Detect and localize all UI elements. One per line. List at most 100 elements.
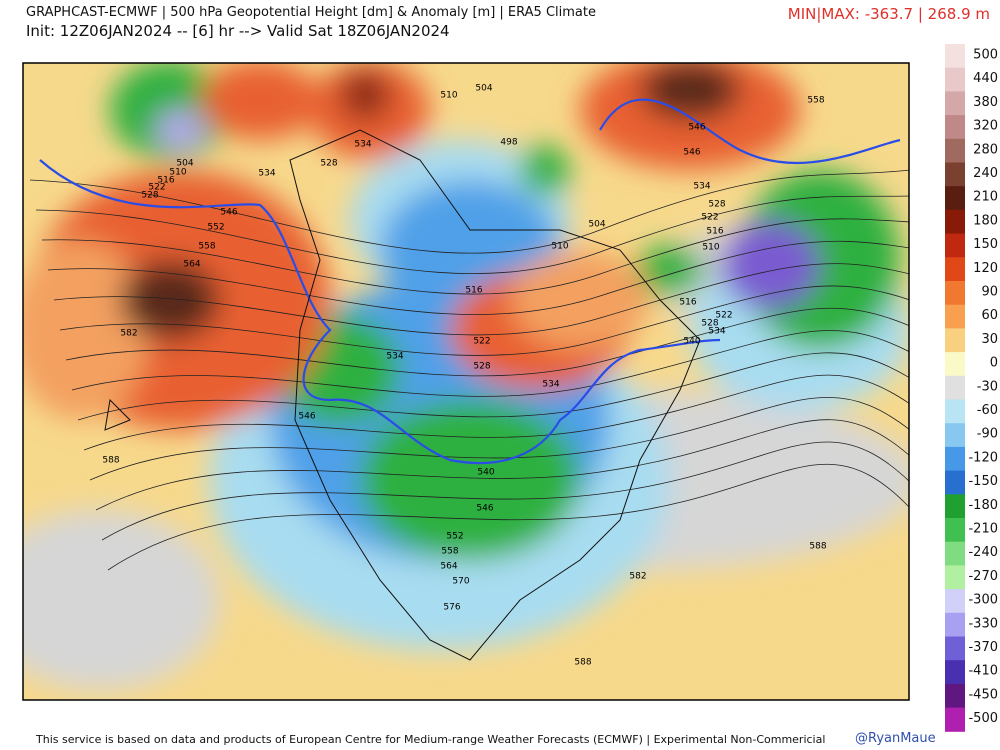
contour-label: 588 bbox=[102, 456, 119, 466]
contour-label: 564 bbox=[183, 260, 200, 270]
colorbar-label: 90 bbox=[981, 285, 998, 300]
contour bbox=[107, 463, 909, 571]
colorbar-swatch bbox=[945, 470, 965, 495]
colorbar-label: 180 bbox=[973, 213, 998, 228]
init-line: Init: 12Z06JAN2024 -- [6] hr --> Valid S… bbox=[26, 22, 450, 40]
colorbar-label: 120 bbox=[973, 261, 998, 276]
contour bbox=[41, 218, 909, 295]
contour-label: 552 bbox=[207, 223, 224, 233]
contour-label: 546 bbox=[476, 504, 493, 514]
colorbar: 500 440 380 320 280 240 210 180 150 120 90 60 30 0 -30… bbox=[945, 44, 998, 732]
title: GRAPHCAST-ECMWF | 500 hPa Geopotential H… bbox=[26, 5, 596, 20]
colorbar-swatch bbox=[945, 399, 965, 424]
colorbar-label: 280 bbox=[973, 142, 998, 157]
contour bbox=[89, 397, 909, 481]
contour-label: 510 bbox=[551, 242, 568, 252]
contour bbox=[59, 285, 909, 356]
colorbar-swatch bbox=[945, 304, 965, 329]
contour-label: 546 bbox=[683, 148, 700, 158]
contour-label: 534 bbox=[386, 352, 403, 362]
contour bbox=[53, 263, 909, 336]
contour-label: 528 bbox=[701, 319, 718, 329]
contour-label: 522 bbox=[715, 311, 732, 321]
colorbar-label: 150 bbox=[973, 237, 998, 252]
contour-label: 522 bbox=[473, 337, 490, 347]
colorbar-swatch bbox=[945, 541, 965, 566]
anomaly-blob bbox=[640, 63, 740, 120]
credit[interactable]: @RyanMaue bbox=[855, 731, 936, 746]
highlight-contour bbox=[39, 98, 901, 465]
contour-label: 510 bbox=[169, 168, 186, 178]
min-max: MIN|MAX: -363.7 | 268.9 m bbox=[787, 5, 990, 23]
colorbar-swatch bbox=[945, 115, 965, 140]
colorbar-swatch bbox=[945, 446, 965, 472]
colorbar-label: -330 bbox=[968, 616, 998, 631]
contour-label: 552 bbox=[446, 532, 463, 542]
contour-label: 588 bbox=[574, 658, 591, 668]
colorbar-label: 210 bbox=[973, 190, 998, 205]
contour-label: 546 bbox=[688, 123, 705, 133]
colorbar-label: -60 bbox=[977, 403, 998, 418]
colorbar-swatch bbox=[945, 660, 965, 685]
contour-label: 540 bbox=[683, 337, 700, 347]
coastlines bbox=[104, 129, 701, 661]
colorbar-swatch bbox=[945, 565, 965, 590]
colorbar-swatch bbox=[945, 494, 965, 519]
contour bbox=[77, 352, 909, 421]
colorbar-label: 0 bbox=[990, 356, 998, 371]
contour-label: 510 bbox=[702, 243, 719, 253]
colorbar-label: -120 bbox=[968, 450, 998, 465]
anomaly-blob bbox=[340, 70, 390, 120]
colorbar-swatch bbox=[945, 138, 965, 163]
map-frame bbox=[22, 62, 910, 701]
colorbar-swatch bbox=[945, 162, 965, 187]
contour-label: 522 bbox=[701, 213, 718, 223]
colorbar-swatch bbox=[945, 375, 965, 400]
contour-label: 534 bbox=[693, 182, 710, 192]
contour bbox=[101, 441, 909, 541]
contour-label: 504 bbox=[176, 159, 193, 169]
contour-label: 576 bbox=[443, 603, 460, 613]
contour-label: 570 bbox=[452, 577, 469, 587]
contour-label: 510 bbox=[440, 91, 457, 101]
colorbar-label: -370 bbox=[968, 640, 998, 655]
colorbar-swatch bbox=[945, 423, 965, 448]
contour-label: 582 bbox=[629, 572, 646, 582]
contour-label: 564 bbox=[440, 562, 457, 572]
contour-label: 504 bbox=[588, 220, 605, 230]
anomaly-blob bbox=[23, 510, 220, 690]
colorbar-label: 440 bbox=[973, 71, 998, 86]
colorbar-swatch bbox=[945, 352, 965, 377]
footer: This service is based on data and produc… bbox=[36, 733, 826, 746]
colorbar-swatch bbox=[945, 44, 965, 69]
contour-label: 528 bbox=[141, 191, 158, 201]
colorbar-label: -450 bbox=[968, 687, 998, 702]
contour-labels: 5105045345285345045105165225285465525585… bbox=[102, 84, 826, 668]
contour-label: 546 bbox=[298, 412, 315, 422]
contour-label: 534 bbox=[542, 380, 559, 390]
contour-label: 540 bbox=[477, 468, 494, 478]
colorbar-swatch bbox=[945, 91, 965, 116]
colorbar-swatch bbox=[945, 281, 965, 306]
contour bbox=[65, 307, 909, 377]
colorbar-swatch bbox=[945, 707, 965, 732]
contour-label: 528 bbox=[473, 362, 490, 372]
anomaly-blob bbox=[155, 110, 205, 150]
anomaly-blob bbox=[200, 63, 320, 140]
colorbar-label: -150 bbox=[968, 474, 998, 489]
contour-label: 528 bbox=[708, 200, 725, 210]
colorbar-label: -240 bbox=[968, 545, 998, 560]
contour-label: 528 bbox=[320, 159, 337, 169]
contour-label: 534 bbox=[258, 169, 275, 179]
colorbar-label: 30 bbox=[981, 332, 998, 347]
anomaly-blob bbox=[510, 250, 650, 350]
anomaly-blob bbox=[120, 260, 220, 340]
contour-label: 558 bbox=[441, 547, 458, 557]
colorbar-label: -30 bbox=[977, 379, 998, 394]
anomaly-blob bbox=[23, 240, 150, 420]
colorbar-label: -410 bbox=[968, 664, 998, 679]
height-contours bbox=[29, 169, 909, 571]
colorbar-swatch bbox=[945, 683, 965, 709]
